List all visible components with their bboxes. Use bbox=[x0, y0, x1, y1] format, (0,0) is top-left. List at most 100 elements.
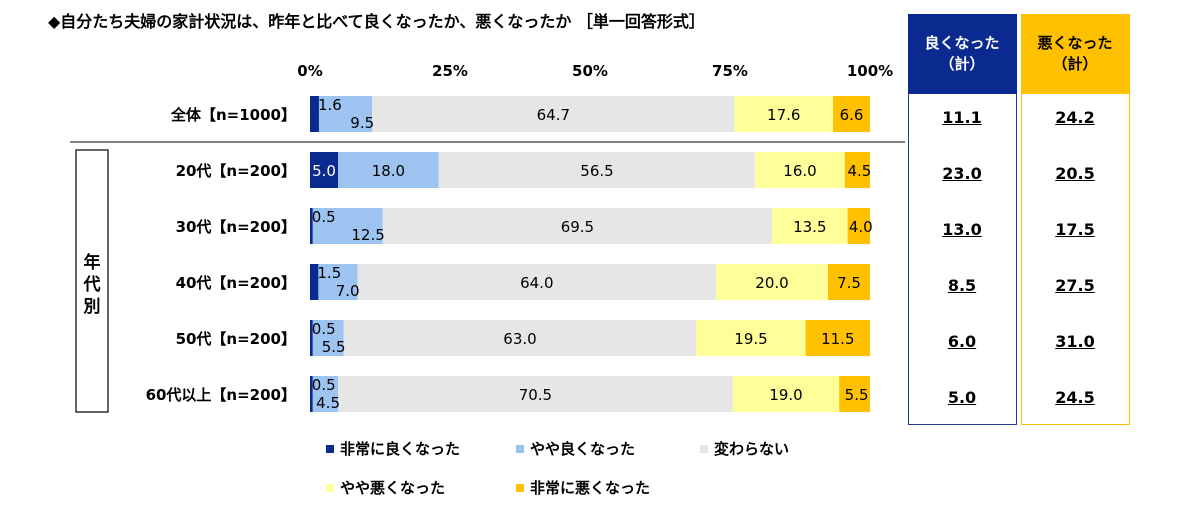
summary-good-header: 良くなった （計） bbox=[907, 13, 1017, 94]
bar-segment bbox=[310, 208, 313, 244]
data-label: 1.6 bbox=[318, 96, 342, 114]
x-tick-label: 25% bbox=[432, 62, 468, 80]
group-box bbox=[75, 149, 109, 413]
legend-swatch bbox=[326, 444, 334, 453]
summary-bad-value: 17.5 bbox=[1055, 220, 1095, 239]
summary-good-value: 6.0 bbox=[947, 332, 977, 351]
data-label: 19.0 bbox=[769, 386, 802, 404]
data-label: 64.0 bbox=[520, 274, 553, 292]
data-label: 0.5 bbox=[312, 208, 336, 226]
summary-good-value: 23.0 bbox=[942, 164, 982, 183]
legend-item: 非常に悪くなった bbox=[516, 477, 650, 498]
bar-segment bbox=[847, 208, 870, 244]
data-label: 1.5 bbox=[317, 264, 341, 282]
legend-label: やや悪くなった bbox=[340, 479, 446, 497]
data-label: 16.0 bbox=[783, 162, 816, 180]
bar-segment bbox=[357, 264, 716, 300]
data-label: 19.5 bbox=[734, 330, 767, 348]
legend-swatch bbox=[516, 483, 524, 492]
data-label: 12.5 bbox=[351, 226, 384, 244]
bar-segment bbox=[772, 208, 848, 244]
bar-segment bbox=[805, 320, 870, 356]
legend-swatch bbox=[516, 444, 524, 453]
data-label: 9.5 bbox=[350, 114, 374, 132]
summary-bad-value: 24.2 bbox=[1055, 108, 1095, 127]
bar-segment bbox=[312, 376, 338, 412]
x-tick-label: 75% bbox=[712, 62, 748, 80]
data-label: 56.5 bbox=[580, 162, 613, 180]
data-label: 0.5 bbox=[312, 320, 336, 338]
category-label: 50代【n=200】 bbox=[176, 330, 296, 348]
legend-swatch bbox=[700, 444, 708, 453]
summary-bad-value: 24.5 bbox=[1055, 388, 1095, 407]
data-label: 17.6 bbox=[767, 106, 800, 124]
legend-swatch bbox=[326, 483, 334, 492]
summary-good-value: 8.5 bbox=[947, 276, 977, 295]
legend-label: 変わらない bbox=[714, 440, 790, 458]
bar-segment bbox=[732, 376, 840, 412]
x-tick-label: 0% bbox=[297, 62, 322, 80]
data-label: 64.7 bbox=[537, 106, 570, 124]
bar-segment bbox=[310, 320, 313, 356]
x-tick-label: 100% bbox=[847, 62, 893, 80]
legend-label: 非常に良くなった bbox=[340, 440, 461, 458]
bar-segment bbox=[310, 264, 319, 300]
legend-item: 非常に良くなった bbox=[326, 438, 460, 459]
category-label: 60代以上【n=200】 bbox=[146, 386, 296, 404]
bar-segment bbox=[318, 264, 358, 300]
data-label: 11.5 bbox=[821, 330, 854, 348]
stacked-bar-chart: 0% 25% 50% 75% 100% 年代別 全体【n=1000】 20代【n=200】 30… bbox=[70, 62, 905, 413]
data-label: 4.5 bbox=[316, 394, 340, 412]
x-tick-label: 50% bbox=[572, 62, 608, 80]
category-label: 30代【n=200】 bbox=[176, 218, 296, 236]
bar-segment bbox=[828, 264, 870, 300]
summary-good-header-line1: 良くなった bbox=[924, 34, 1000, 53]
legend-label: 非常に悪くなった bbox=[530, 479, 651, 497]
summary-bad-box: 悪くなった （計） 24.2 20.5 17.5 27.5 31.0 24.5 bbox=[1020, 13, 1130, 425]
category-label: 全体【n=1000】 bbox=[170, 106, 296, 124]
bar-segment bbox=[343, 320, 697, 356]
summary-bad-header-line2: （計） bbox=[1052, 54, 1098, 73]
legend-label: やや良くなった bbox=[530, 440, 636, 458]
data-label: 63.0 bbox=[503, 330, 536, 348]
summary-bad-value: 31.0 bbox=[1055, 332, 1095, 351]
category-label: 40代【n=200】 bbox=[176, 274, 296, 292]
data-label: 6.6 bbox=[840, 106, 864, 124]
bar-segment bbox=[833, 96, 870, 132]
group-label-char: 別 bbox=[83, 297, 101, 317]
data-label: 7.0 bbox=[336, 282, 360, 300]
bar-segment bbox=[382, 208, 772, 244]
summary-good-value: 11.1 bbox=[942, 108, 982, 127]
summary-bad-header: 悪くなった （計） bbox=[1020, 13, 1130, 94]
summary-bad-header-line1: 悪くなった bbox=[1037, 34, 1113, 53]
bar-segment bbox=[716, 264, 828, 300]
data-label: 20.0 bbox=[755, 274, 788, 292]
data-label: 69.5 bbox=[561, 218, 594, 236]
bar-segment bbox=[338, 152, 439, 188]
summary-good-value: 5.0 bbox=[947, 388, 977, 407]
bar-segment bbox=[318, 96, 373, 132]
summary-good-box: 良くなった （計） 11.1 23.0 13.0 8.5 6.0 5.0 bbox=[907, 13, 1017, 425]
chart-title: ◆自分たち夫婦の家計状況は、昨年と比べて良くなったか、悪くなったか ［単一回答形… bbox=[48, 12, 705, 31]
bar-segment bbox=[755, 152, 845, 188]
bar-segment bbox=[372, 96, 735, 132]
bar-segment bbox=[338, 376, 733, 412]
summary-good-value: 13.0 bbox=[942, 220, 982, 239]
data-label: 5.5 bbox=[322, 338, 346, 356]
data-label: 18.0 bbox=[372, 162, 405, 180]
legend-item: 変わらない bbox=[700, 438, 789, 459]
bar-segment bbox=[310, 152, 338, 188]
bar-segment bbox=[312, 320, 344, 356]
summary-bad-value: 27.5 bbox=[1055, 276, 1095, 295]
category-label: 20代【n=200】 bbox=[176, 162, 296, 180]
bar-segment bbox=[734, 96, 834, 132]
summary-bad-value: 20.5 bbox=[1055, 164, 1095, 183]
bar-segment bbox=[310, 96, 319, 132]
bar-segment bbox=[310, 376, 313, 412]
data-label: 4.0 bbox=[849, 218, 873, 236]
data-label: 4.5 bbox=[847, 162, 871, 180]
data-label: 5.0 bbox=[312, 162, 336, 180]
legend-item: やや悪くなった bbox=[326, 477, 445, 498]
data-label: 70.5 bbox=[519, 386, 552, 404]
data-label: 5.5 bbox=[845, 386, 869, 404]
